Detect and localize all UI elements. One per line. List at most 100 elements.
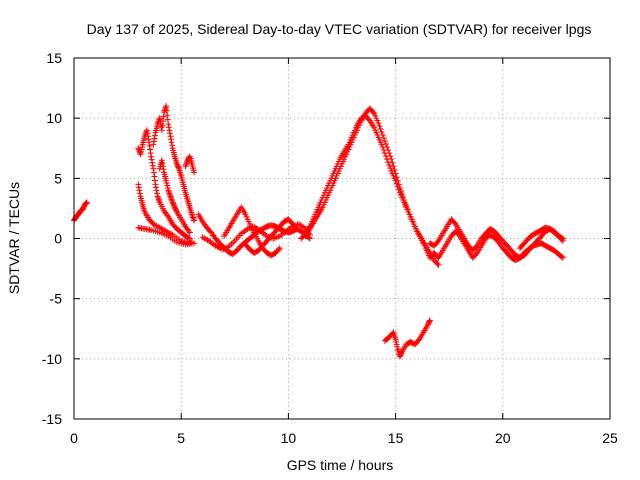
axis-ticks: 0 5 10 15 20 25 -15 -10 -5 0 5 10 15 (42, 50, 618, 446)
data-point (169, 142, 176, 149)
data-point (382, 141, 389, 148)
data-point (379, 144, 386, 151)
data-point (380, 135, 387, 142)
data-point (173, 207, 180, 214)
data-point (147, 150, 154, 157)
data-point (370, 109, 377, 116)
data-point (301, 231, 308, 238)
y-axis-label: SDTVAR / TECUs (6, 182, 22, 294)
data-point (159, 118, 166, 125)
data-point (292, 224, 299, 231)
data-point (276, 245, 283, 252)
data-point (293, 225, 300, 232)
data-point (149, 159, 156, 166)
data-point (559, 235, 566, 242)
x-tick-label: 20 (495, 430, 511, 446)
data-point (191, 217, 198, 224)
data-point (185, 234, 192, 241)
x-tick-label: 0 (70, 430, 78, 446)
data-point (377, 125, 384, 132)
data-point (365, 116, 372, 123)
data-point (135, 184, 142, 191)
data-point (415, 337, 422, 344)
data-point (166, 127, 173, 134)
data-point (393, 180, 400, 187)
data-point (175, 164, 182, 171)
data-point (160, 113, 167, 120)
data-point (168, 136, 175, 143)
data-point (136, 190, 143, 197)
data-point (150, 138, 157, 145)
data-point (160, 166, 167, 173)
data-point (385, 159, 392, 166)
data-point (148, 153, 155, 160)
data-point (82, 200, 89, 207)
y-tick-label: 5 (54, 170, 62, 186)
data-point (148, 156, 155, 163)
data-point (159, 160, 166, 167)
data-point (395, 186, 402, 193)
data-point (151, 135, 158, 142)
data-point (144, 133, 151, 140)
data-point (158, 124, 165, 131)
data-point (150, 169, 157, 176)
data-point (391, 166, 398, 173)
data-point (390, 163, 397, 170)
grid (74, 58, 610, 419)
y-tick-label: 15 (46, 50, 62, 66)
data-point (379, 132, 386, 139)
data-point (151, 173, 158, 180)
data-point (83, 200, 90, 207)
x-axis-label: GPS time / hours (287, 457, 394, 473)
x-tick-label: 25 (602, 430, 618, 446)
data-point (83, 199, 90, 206)
data-point (168, 139, 175, 146)
data-point (435, 261, 442, 268)
data-point (426, 317, 433, 324)
data-point (382, 153, 389, 160)
data-point (150, 141, 157, 148)
data-point (151, 132, 158, 139)
data-point (387, 165, 394, 172)
data-point (151, 177, 158, 184)
data-point (384, 156, 391, 163)
data-point (152, 181, 159, 188)
data-point (166, 130, 173, 137)
data-point (378, 129, 385, 136)
data-point (389, 159, 396, 166)
data-point (144, 130, 151, 137)
data-point (558, 234, 565, 241)
data-point (159, 122, 166, 129)
data-point (398, 349, 405, 356)
data-point (386, 162, 393, 169)
y-tick-label: 10 (46, 110, 62, 126)
data-point (375, 119, 382, 126)
data-point (434, 260, 441, 267)
data-point (158, 157, 165, 164)
data-points (71, 103, 566, 360)
data-point (165, 121, 172, 128)
data-point (473, 243, 479, 250)
y-tick-label: -5 (50, 291, 63, 307)
data-point (155, 196, 162, 203)
data-point (434, 239, 441, 246)
data-point (146, 142, 153, 149)
data-point (394, 183, 401, 190)
data-point (163, 103, 170, 110)
data-point (559, 254, 566, 261)
data-point (145, 136, 152, 143)
data-point (380, 147, 387, 154)
data-point (451, 219, 458, 226)
data-point (135, 181, 142, 188)
data-point (167, 133, 174, 140)
data-point (392, 177, 399, 184)
data-point (381, 138, 388, 145)
data-point (455, 231, 462, 238)
data-point (473, 251, 479, 258)
chart-title: Day 137 of 2025, Sidereal Day-to-day VTE… (87, 21, 592, 37)
y-tick-label: 0 (54, 231, 62, 247)
data-point (164, 112, 171, 119)
y-tick-label: -15 (42, 411, 62, 427)
data-point (163, 107, 170, 114)
